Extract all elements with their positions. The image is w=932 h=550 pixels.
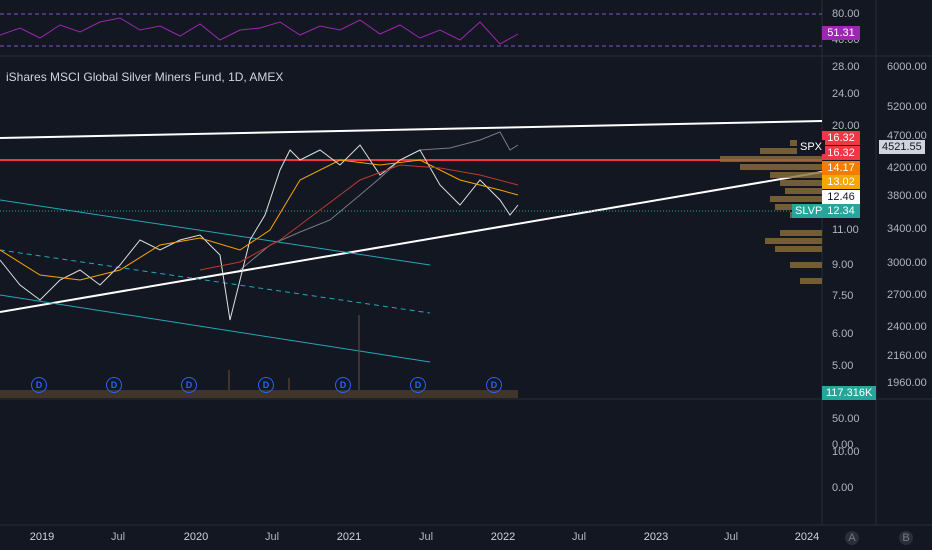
volume-tag: 117.316K — [822, 386, 877, 400]
plot-bg — [0, 0, 822, 550]
time-axis-label: Jul — [723, 531, 739, 543]
lower-axis-label: 0.00 — [832, 482, 854, 494]
compare-tag: 4521.55 — [879, 140, 925, 154]
compare-axis-label: 1960.00 — [887, 377, 927, 389]
time-axis-label: Jul — [264, 531, 280, 543]
trendline — [0, 120, 823, 139]
dividend-marker: D — [31, 377, 47, 393]
price-series — [0, 144, 519, 321]
button[interactable]: B — [899, 531, 913, 545]
compare-axis-label: 2160.00 — [887, 350, 927, 362]
compare-axis-label: 2400.00 — [887, 321, 927, 333]
compare-label: SPX — [797, 140, 826, 154]
time-axis-label: 2024 — [794, 531, 820, 543]
dividend-marker: D — [258, 377, 274, 393]
volume-bars — [0, 315, 518, 398]
time-axis-label: 2021 — [336, 531, 362, 543]
price-axis-label: 20.00 — [832, 120, 860, 132]
price-axis-label: 11.00 — [832, 224, 859, 236]
price-axis-label: 7.50 — [832, 290, 854, 302]
compare-axis-label: 4200.00 — [887, 162, 927, 174]
time-axis-label: Jul — [571, 531, 587, 543]
compare-axis-label: 3800.00 — [887, 190, 927, 202]
rsi-value-tag: 51.31 — [822, 26, 860, 40]
price-tag: 12.34 — [822, 204, 860, 218]
price-axis-label: 28.00 — [832, 61, 860, 73]
lower-axis-label: 0.00 — [832, 439, 854, 451]
dividend-marker: D — [486, 377, 502, 393]
lower-axis-label: 10.00 — [832, 446, 860, 458]
time-axis-label: 2023 — [643, 531, 669, 543]
price-axis-label: 24.00 — [832, 88, 860, 100]
time-axis-label: 2020 — [183, 531, 209, 543]
dividend-marker: D — [106, 377, 122, 393]
button[interactable]: A — [845, 531, 859, 545]
compare-axis-label: 4700.00 — [887, 130, 927, 142]
chart-title: iShares MSCI Global Silver Miners Fund, … — [6, 70, 284, 84]
dividend-marker: D — [410, 377, 426, 393]
price-axis-label: 5.00 — [832, 360, 854, 372]
compare-axis-label: 5200.00 — [887, 101, 927, 113]
moving-average — [0, 159, 519, 281]
time-axis-label: Jul — [418, 531, 434, 543]
channel-line — [0, 249, 431, 314]
price-tag: 16.32 — [822, 146, 860, 160]
price-tag: 16.32 — [822, 131, 860, 145]
compare-axis-label: 3000.00 — [887, 257, 927, 269]
trendline — [0, 171, 823, 313]
moving-average — [199, 164, 519, 271]
dividend-marker: D — [335, 377, 351, 393]
compare-axis-label: 3400.00 — [887, 223, 927, 235]
time-axis-label: 2022 — [490, 531, 516, 543]
channel-line — [0, 199, 431, 266]
price-axis-label: 9.00 — [832, 259, 854, 271]
dividend-marker: D — [181, 377, 197, 393]
time-axis-label: 2019 — [29, 531, 55, 543]
rsi-line — [0, 17, 519, 45]
price-axis-label: 6.00 — [832, 328, 854, 340]
time-axis-label: Jul — [110, 531, 126, 543]
symbol-label: SLVP — [792, 204, 826, 218]
price-tag: 14.17 — [822, 161, 860, 175]
lower-axis-label: 50.00 — [832, 413, 860, 425]
compare-axis-label: 6000.00 — [887, 61, 927, 73]
rsi-axis-label: 80.00 — [832, 8, 860, 20]
price-tag: 12.46 — [822, 190, 860, 204]
price-tag: 13.02 — [822, 175, 860, 189]
compare-axis-label: 2700.00 — [887, 289, 927, 301]
